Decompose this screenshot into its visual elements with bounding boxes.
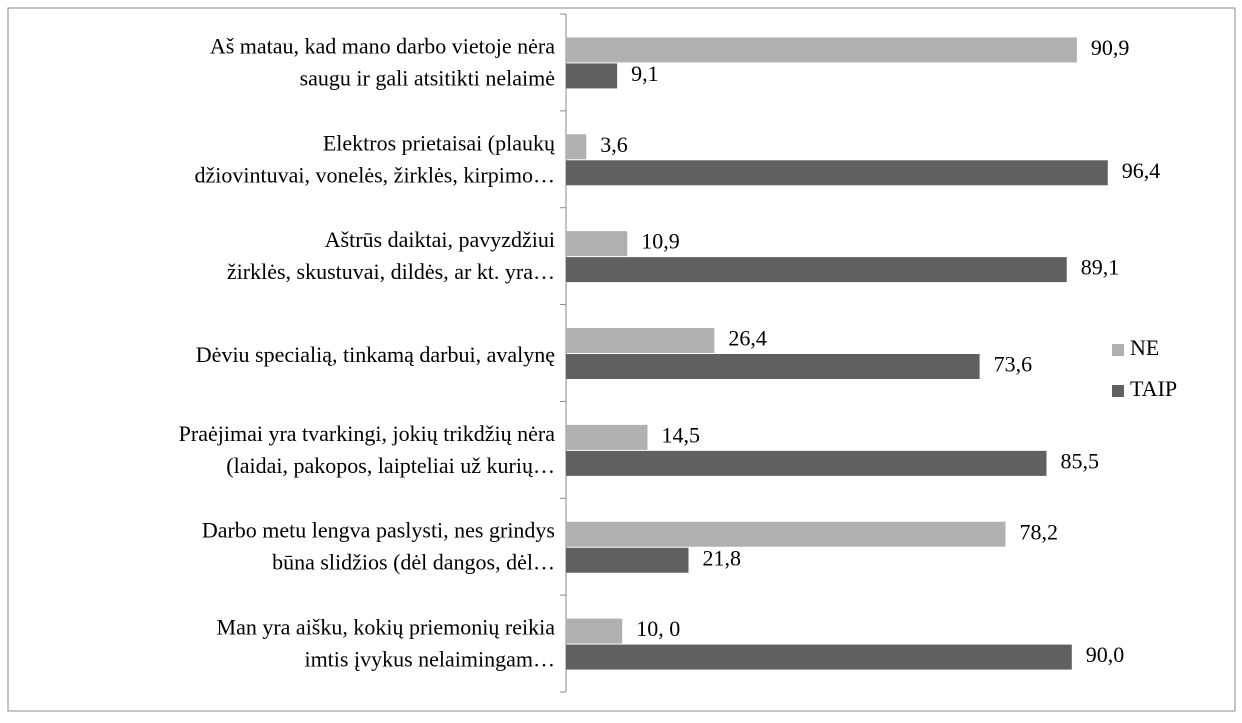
bar: [566, 618, 623, 644]
value-label: 10,9: [641, 229, 680, 254]
value-label: 3,6: [600, 132, 628, 157]
category-label-line: Praėjimai yra tvarkingi, jokių trikdžių …: [179, 421, 556, 446]
bar: [566, 160, 1108, 186]
bar: [566, 257, 1067, 283]
value-label: 96,4: [1122, 158, 1161, 183]
legend-swatch: [1112, 344, 1124, 356]
bar: [566, 644, 1072, 670]
bar: [566, 231, 628, 257]
bar: [566, 134, 587, 160]
legend-swatch: [1112, 385, 1124, 397]
category-label-line: Man yra aišku, kokių priemonių reikia: [217, 615, 556, 640]
category-label: Darbo metu lengva paslysti, nes grindys b…: [202, 518, 555, 575]
category-label-line: (laidai, pakopos, laipteliai už kurių…: [226, 453, 555, 478]
value-label: 21,8: [703, 545, 742, 570]
value-label: 78,2: [1019, 519, 1058, 544]
value-label: 90,9: [1091, 35, 1130, 60]
category-label-line: Dėviu specialią, tinkamą darbui, avalynę: [196, 342, 555, 367]
category-label: Dėviu specialią, tinkamą darbui, avalynę: [196, 342, 555, 367]
value-label: 14,5: [661, 422, 700, 447]
bar: [566, 450, 1047, 476]
category-label: Praėjimai yra tvarkingi, jokių trikdžių …: [179, 421, 556, 478]
category-label-line: būna slidžios (dėl dangos, dėl…: [272, 550, 555, 575]
bar: [566, 328, 715, 353]
value-label: 85,5: [1061, 448, 1100, 473]
bar: [566, 424, 648, 450]
category-label-line: Darbo metu lengva paslysti, nes grindys: [202, 518, 555, 543]
category-label-line: imtis įvykus nelaimingam…: [304, 647, 555, 672]
category-label-line: žirklės, skustuvai, dildės, ar kt. yra…: [227, 259, 555, 284]
category-label-line: saugu ir gali atsitikti nelaimė: [300, 65, 555, 90]
value-label: 89,1: [1081, 255, 1120, 280]
category-label-line: Aš matau, kad mano darbo vietoje nėra: [210, 33, 555, 58]
bar: [566, 547, 689, 573]
value-label: 73,6: [994, 352, 1033, 377]
category-label: Man yra aišku, kokių priemonių reikia imt…: [217, 615, 556, 672]
bar: [566, 521, 1006, 547]
category-label: Aš matau, kad mano darbo vietoje nėra sau…: [210, 33, 555, 90]
value-label: 26,4: [728, 326, 767, 351]
category-label-line: Elektros prietaisai (plaukų: [323, 130, 556, 155]
legend-label: TAIP: [1130, 376, 1177, 401]
category-label: Aštrūs daiktai, pavyzdžiui žirklės, skust…: [227, 227, 555, 284]
bar: [566, 63, 618, 89]
value-label: 10, 0: [636, 616, 680, 641]
category-label: Elektros prietaisai (plaukų džiovintuvai,…: [195, 130, 556, 187]
category-label-line: Aštrūs daiktai, pavyzdžiui: [325, 227, 555, 252]
value-label: 9,1: [631, 61, 659, 86]
legend-label: NE: [1130, 335, 1159, 360]
bar: [566, 37, 1077, 63]
bar: [566, 354, 980, 379]
category-label-line: džiovintuvai, vonelės, žirklės, kirpimo…: [195, 162, 556, 187]
value-label: 90,0: [1086, 642, 1125, 667]
